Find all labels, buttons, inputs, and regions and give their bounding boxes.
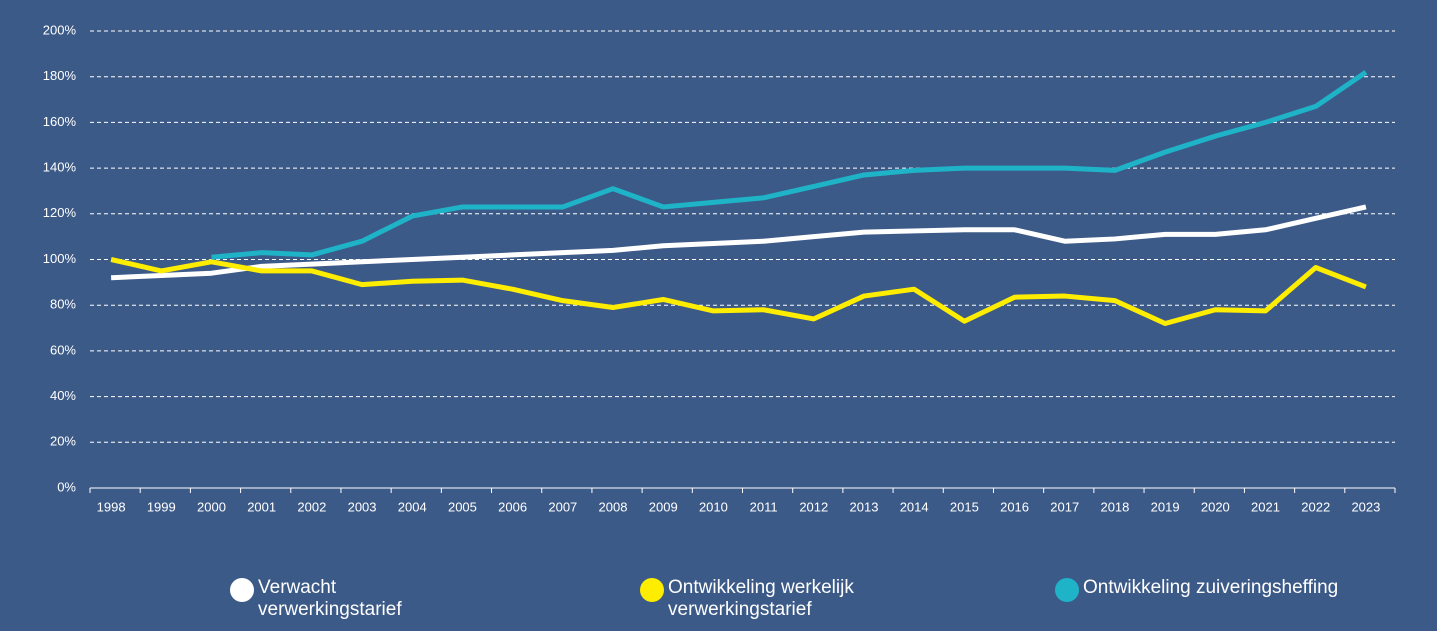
y-tick-label: 20% [50, 434, 76, 449]
x-tick-label: 2001 [247, 499, 276, 514]
x-tick-label: 2014 [900, 499, 929, 514]
x-tick-label: 2023 [1351, 499, 1380, 514]
x-tick-label: 2002 [297, 499, 326, 514]
y-tick-label: 200% [43, 22, 77, 37]
x-tick-label: 2011 [750, 499, 778, 514]
x-tick-label: 2021 [1251, 499, 1280, 514]
x-tick-label: 2006 [498, 499, 527, 514]
x-tick-label: 2013 [850, 499, 879, 514]
legend-label: Ontwikkeling zuiveringsheffing [1083, 577, 1339, 598]
x-tick-label: 2009 [649, 499, 678, 514]
y-tick-label: 40% [50, 388, 76, 403]
x-tick-label: 1998 [97, 499, 126, 514]
legend-label: Verwacht verwerkingstarief [258, 577, 402, 620]
x-tick-label: 2007 [548, 499, 577, 514]
legend-swatch [230, 578, 254, 602]
x-tick-label: 1999 [147, 499, 176, 514]
legend-item: Ontwikkeling zuiveringsheffing [1055, 577, 1338, 602]
series-line [110, 204, 1367, 281]
x-tick-label: 2010 [699, 499, 728, 514]
y-tick-label: 120% [43, 205, 77, 220]
x-tick-label: 2005 [448, 499, 477, 514]
y-tick-label: 100% [43, 251, 77, 266]
y-tick-label: 60% [50, 342, 76, 357]
x-tick-label: 2017 [1050, 499, 1079, 514]
series-line [110, 257, 1367, 326]
x-tick-label: 2019 [1151, 499, 1180, 514]
x-tick-label: 2015 [950, 499, 979, 514]
x-tick-label: 2003 [348, 499, 377, 514]
x-tick-label: 2000 [197, 499, 226, 514]
series-line [211, 70, 1368, 260]
x-tick-label: 2018 [1100, 499, 1129, 514]
legend-label: Ontwikkeling werkelijk verwerkingstarief [668, 577, 854, 620]
legend-item: Verwacht verwerkingstarief [230, 577, 408, 621]
x-tick-label: 2008 [599, 499, 628, 514]
y-tick-label: 140% [43, 160, 77, 175]
legend-item: Ontwikkeling werkelijk verwerkingstarief [640, 577, 918, 621]
x-tick-label: 2012 [799, 499, 828, 514]
y-tick-label: 80% [50, 297, 76, 312]
x-tick-label: 2022 [1301, 499, 1330, 514]
y-tick-label: 180% [43, 68, 77, 83]
legend-swatch [1055, 578, 1079, 602]
x-tick-label: 2020 [1201, 499, 1230, 514]
x-tick-label: 2016 [1000, 499, 1029, 514]
chart: 0% 20% 40% 60% 80% 100% 120% 140% 160% 180% 200% 19… [43, 22, 1396, 514]
y-tick-label: 0% [57, 479, 76, 494]
x-tick-label: 2004 [398, 499, 427, 514]
y-tick-label: 160% [43, 114, 77, 129]
legend-swatch [640, 578, 664, 602]
